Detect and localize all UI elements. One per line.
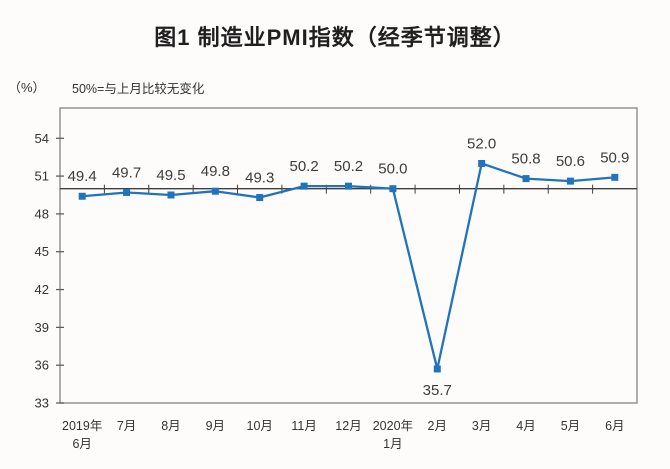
data-point-marker [123, 188, 131, 196]
y-tick-label: 51 [35, 169, 49, 184]
x-category-label: 8月 [161, 419, 180, 433]
data-point-marker [522, 175, 530, 183]
data-point-marker [389, 185, 397, 193]
data-point-marker [478, 159, 486, 167]
data-labels: 49.4 49.7 49.5 49.8 49.3 50.2 50.2 50.0 35.7 52.0… [68, 135, 630, 398]
x-category-label: 11月 [291, 419, 316, 433]
data-point-marker [611, 173, 619, 181]
data-label: 50.8 [511, 151, 540, 168]
plot-border [59, 107, 638, 404]
data-label: 50.0 [378, 161, 407, 178]
x-category-label: 6月 [605, 419, 624, 433]
data-label: 50.6 [556, 153, 585, 170]
y-tick-label: 33 [35, 396, 49, 411]
y-tick-label: 45 [35, 244, 49, 259]
data-point-marker [211, 187, 219, 195]
x-axis-labels: 2019年 6月 7月 8月 9月 10月 11月 12月 2020年 1月 2月 3月 4月 5月 6月 [62, 419, 624, 451]
y-axis-unit-label: （%） [8, 80, 46, 95]
reference-line-note: 50%=与上月比较无变化 [72, 82, 205, 96]
chart-title: 图1 制造业PMI指数（经季节调整） [154, 25, 516, 50]
x-category-label: 2020年 1月 [373, 419, 413, 451]
x-category-label: 5月 [561, 419, 580, 433]
y-tick-label: 36 [35, 358, 49, 373]
y-tick-label: 54 [35, 131, 49, 146]
data-label: 49.3 [245, 170, 274, 187]
y-tick-label: 39 [35, 320, 49, 335]
x-category-label: 4月 [516, 419, 535, 433]
x-category-label: 7月 [117, 419, 136, 433]
data-label: 49.8 [201, 163, 230, 180]
data-label: 49.4 [68, 168, 97, 185]
data-point-marker [566, 177, 574, 185]
data-point-marker [167, 191, 175, 199]
x-category-label: 3月 [472, 419, 491, 433]
y-axis: 33 36 39 42 45 48 51 54 [35, 131, 64, 411]
y-tick-label: 48 [35, 206, 49, 221]
x-category-label: 2月 [428, 419, 447, 433]
y-tick-label: 42 [35, 282, 49, 297]
data-point-marker [256, 194, 264, 202]
x-category-label: 2019年 6月 [62, 419, 102, 451]
data-point-marker [433, 365, 441, 373]
data-label: 50.2 [334, 158, 363, 175]
data-label: 35.7 [423, 382, 452, 399]
data-label: 52.0 [467, 135, 496, 152]
series-line-group [81, 162, 616, 371]
x-category-label: 12月 [335, 419, 361, 433]
data-label: 50.9 [600, 149, 629, 166]
data-label: 49.7 [112, 164, 141, 181]
data-label: 50.2 [290, 158, 319, 175]
data-label: 49.5 [156, 167, 185, 184]
series-markers [78, 159, 619, 373]
pmi-series-line [81, 162, 616, 371]
x-category-label: 10月 [247, 419, 273, 433]
data-point-marker [78, 192, 86, 200]
data-point-marker [345, 182, 352, 190]
data-point-marker [300, 182, 308, 190]
x-category-label: 9月 [206, 419, 225, 433]
